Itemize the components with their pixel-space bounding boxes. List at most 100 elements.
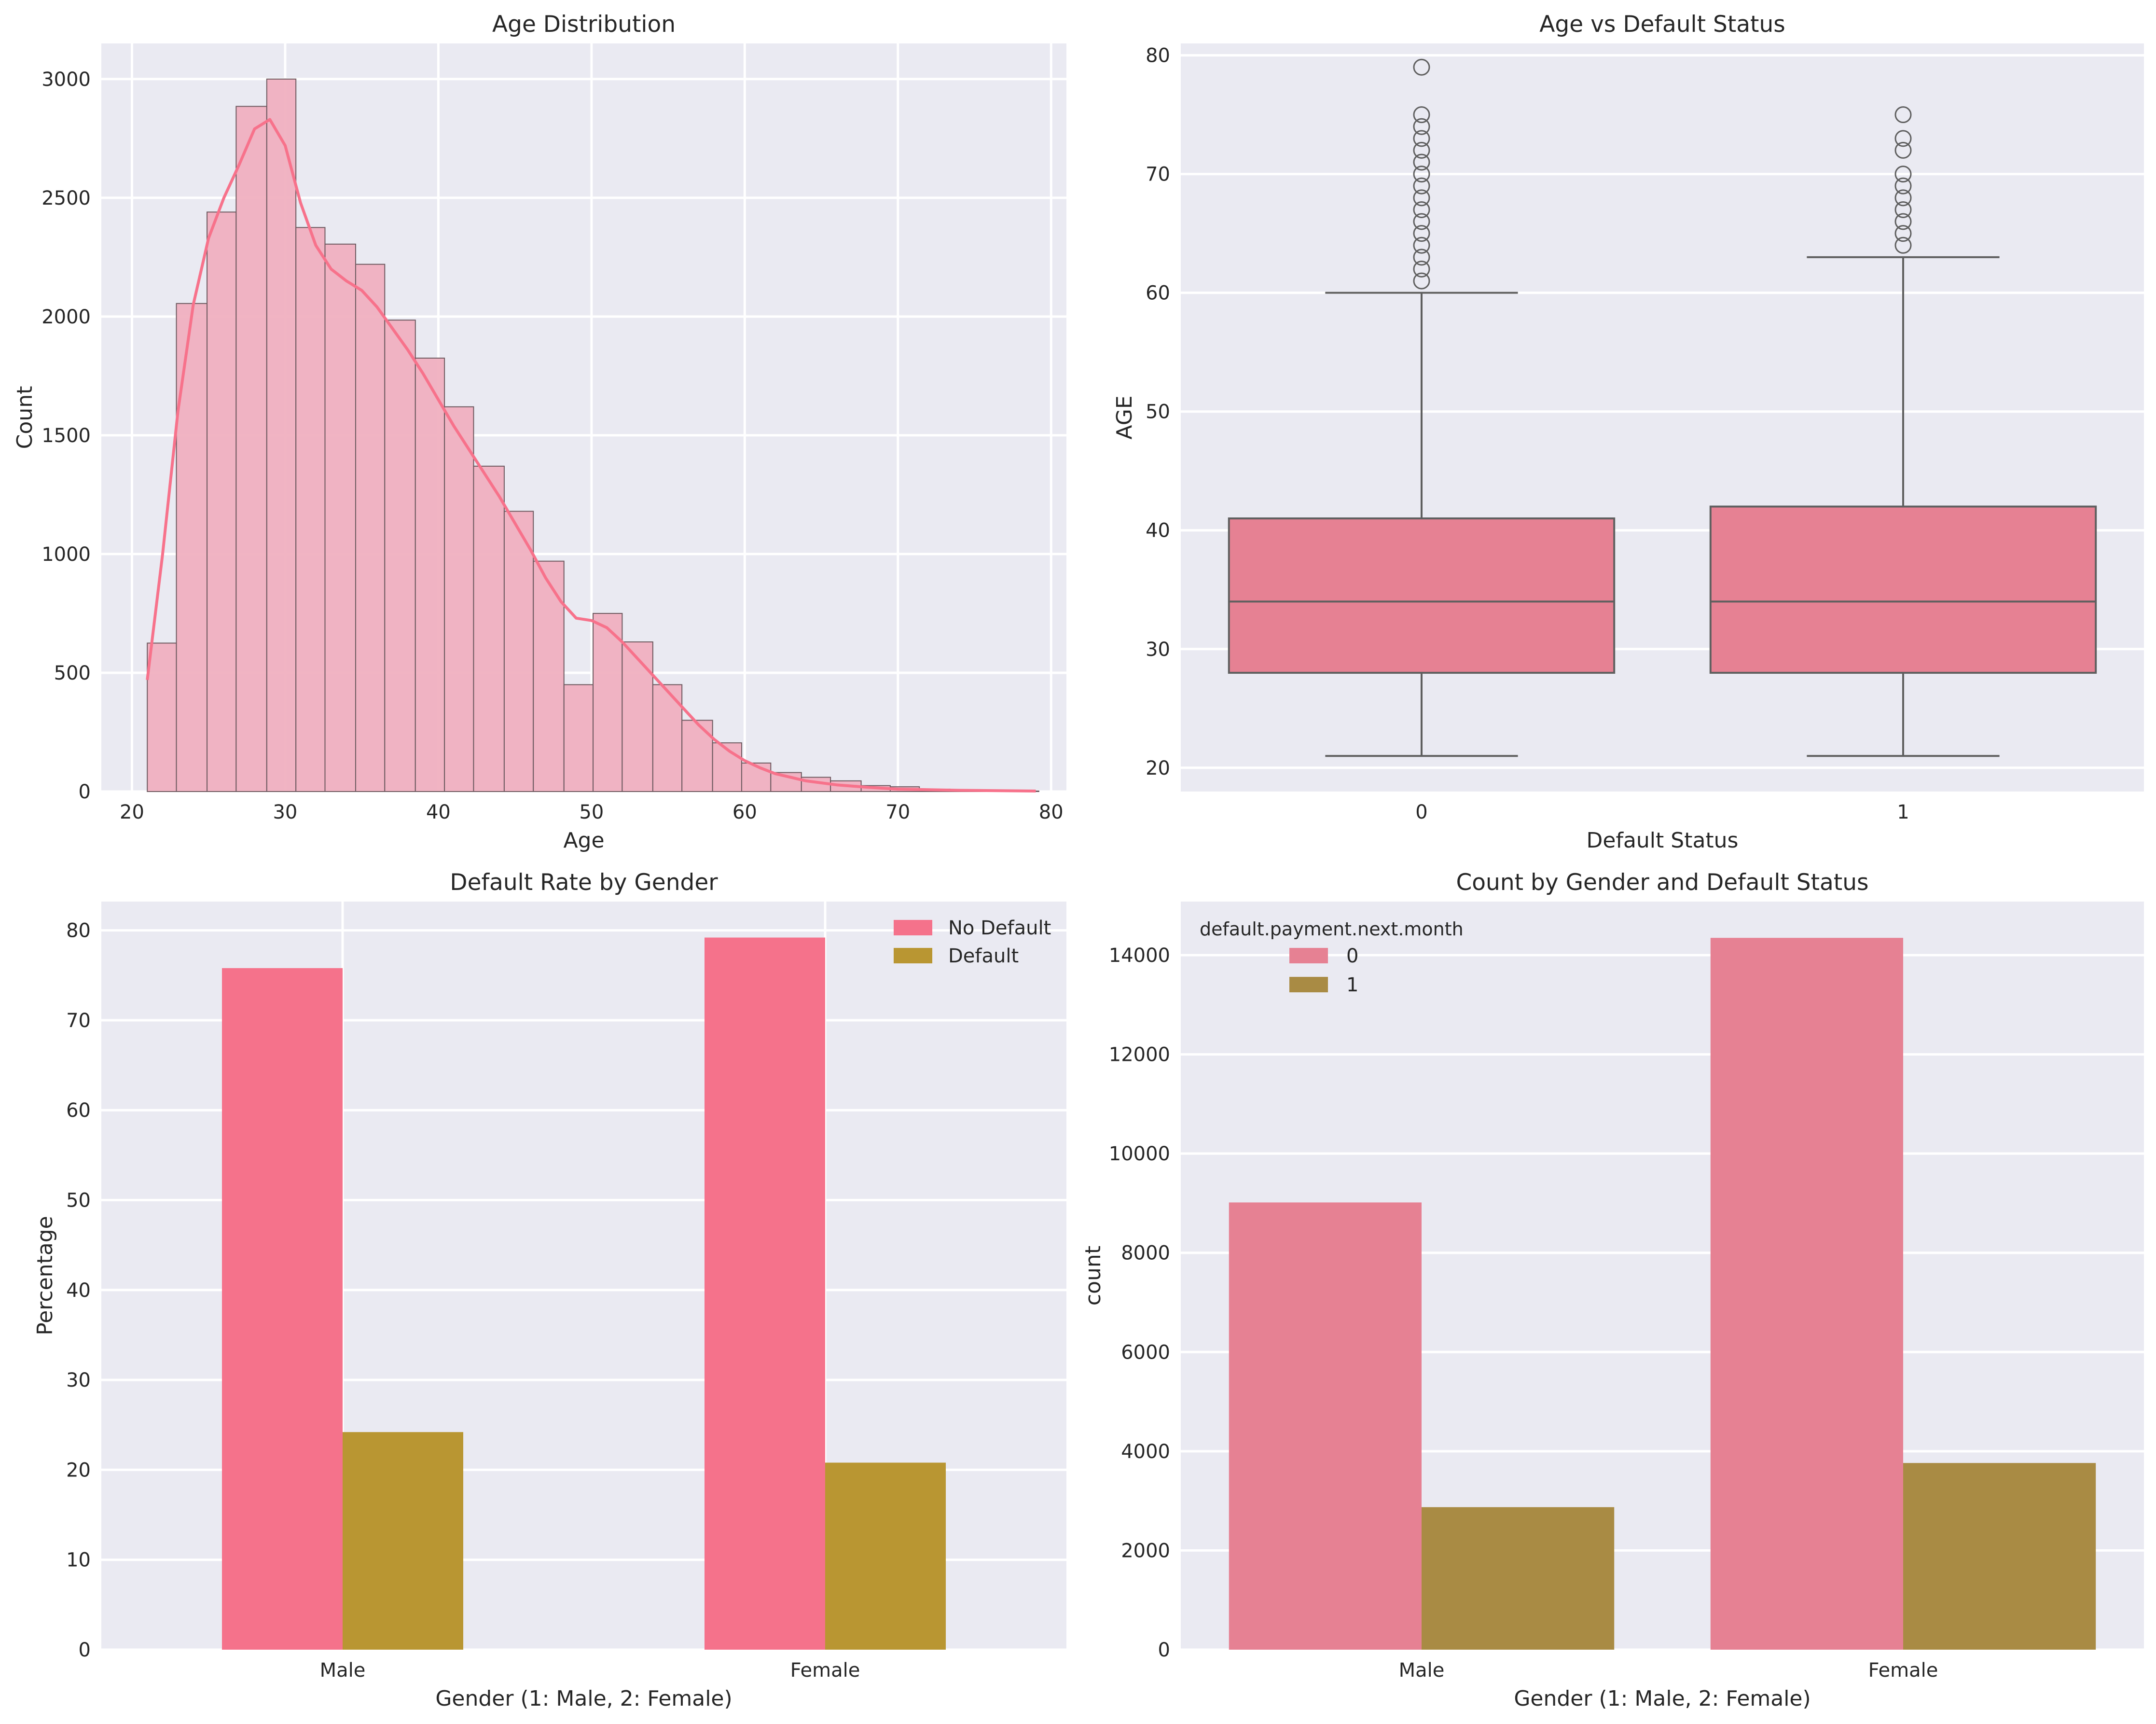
legend-label-0: 0 <box>1346 945 1358 967</box>
bar-female-1 <box>1903 1463 2096 1650</box>
legend: default.payment.next.month 0 1 <box>1200 918 1464 996</box>
y-axis-label: count <box>1081 1246 1106 1306</box>
x-tick-label: 60 <box>732 801 757 823</box>
x-tick-label: Female <box>1868 1659 1938 1682</box>
legend-label-default: Default <box>948 945 1019 967</box>
bar-male-0 <box>222 968 343 1650</box>
plot-area <box>1181 43 2144 792</box>
y-tick-label: 40 <box>1146 520 1170 542</box>
histogram-bar <box>147 642 177 792</box>
y-tick-label: 50 <box>66 1190 91 1212</box>
x-tick-label: 80 <box>1039 801 1064 823</box>
y-tick-label: 20 <box>66 1459 91 1481</box>
x-axis-label: Gender (1: Male, 2: Female) <box>1514 1686 1810 1711</box>
histogram-bar <box>533 560 565 792</box>
bar-male-1 <box>1422 1507 1615 1650</box>
x-tick-label: 50 <box>579 801 604 823</box>
y-tick-label: 30 <box>1146 639 1170 661</box>
outlier-point <box>1413 213 1430 230</box>
legend: No Default Default <box>894 917 1051 967</box>
legend-title: default.payment.next.month <box>1200 918 1464 940</box>
histogram-bar <box>324 243 356 792</box>
y-tick-label: 8000 <box>1121 1242 1170 1265</box>
outlier-point <box>1413 249 1430 266</box>
outlier-point <box>1413 236 1430 254</box>
y-tick-label: 2500 <box>41 187 91 209</box>
box-iqr <box>1709 505 2097 674</box>
y-tick-label: 70 <box>66 1010 91 1032</box>
histogram-bar <box>503 511 534 792</box>
x-tick-label: 70 <box>885 801 910 823</box>
y-tick-label: 0 <box>79 781 91 803</box>
histogram-bar <box>207 211 237 792</box>
x-tick-label: 30 <box>273 801 297 823</box>
age-vs-default-chart: 20 30 40 50 60 70 80 0 1 Age vs Default Status D… <box>1112 11 2144 853</box>
x-axis-label: Age <box>563 828 604 853</box>
outlier-point <box>1894 225 1912 242</box>
x-tick-label: 0 <box>1415 801 1427 823</box>
legend-label-no-default: No Default <box>948 917 1051 939</box>
y-tick-label: 6000 <box>1121 1341 1170 1363</box>
y-tick-label: 20 <box>1146 757 1170 779</box>
outlier-point <box>1413 189 1430 207</box>
default-rate-chart: 0 10 20 30 40 50 60 70 80 Male Female No Default D… <box>33 869 1066 1711</box>
histogram-bar <box>473 465 505 792</box>
outlier-point <box>1413 272 1430 290</box>
y-tick-label: 30 <box>66 1369 91 1391</box>
count-by-gender-chart: 0 2000 4000 6000 8000 10000 12000 14000 Male Fema… <box>1081 869 2144 1711</box>
histogram-bar <box>563 684 594 792</box>
histogram-bar <box>266 78 297 792</box>
histogram-bar <box>295 227 326 792</box>
legend-swatch-0 <box>1289 948 1328 963</box>
y-tick-label: 3000 <box>41 69 91 91</box>
outlier-point <box>1894 189 1912 207</box>
y-tick-label: 40 <box>66 1279 91 1302</box>
bar-female-1 <box>825 1462 946 1650</box>
outlier-point <box>1413 260 1430 278</box>
y-tick-label: 80 <box>1146 45 1170 67</box>
bar-male-0 <box>1229 1202 1422 1650</box>
outlier-point <box>1894 213 1912 230</box>
outlier-point <box>1413 177 1430 195</box>
y-tick-label: 1000 <box>41 543 91 566</box>
outlier-point <box>1413 106 1430 124</box>
legend-label-1: 1 <box>1346 974 1358 996</box>
x-tick-label: Male <box>320 1659 366 1682</box>
outlier-point <box>1413 141 1430 159</box>
chart-title: Count by Gender and Default Status <box>1456 869 1868 896</box>
histogram-bar <box>355 264 386 792</box>
histogram-bar <box>681 720 713 792</box>
histogram-bar <box>384 320 416 792</box>
histogram-bar <box>593 612 623 792</box>
x-tick-label: Female <box>790 1659 860 1682</box>
chart-title: Age vs Default Status <box>1539 11 1785 38</box>
legend-swatch-1 <box>1289 977 1328 992</box>
x-axis-label: Gender (1: Male, 2: Female) <box>435 1686 732 1711</box>
y-tick-label: 0 <box>79 1639 91 1661</box>
y-tick-label: 2000 <box>1121 1540 1170 1562</box>
histogram-bar <box>622 641 653 792</box>
bar-male-1 <box>343 1432 463 1650</box>
outlier-point <box>1413 166 1430 183</box>
y-tick-label: 80 <box>66 920 91 942</box>
y-axis-label: AGE <box>1112 395 1137 439</box>
bar-female-0 <box>1710 938 1903 1650</box>
outlier-point <box>1413 153 1430 171</box>
outlier-point <box>1894 236 1912 254</box>
histogram-bar <box>444 406 474 792</box>
legend-swatch-default <box>894 948 932 963</box>
chart-title: Default Rate by Gender <box>450 869 718 896</box>
y-tick-label: 2000 <box>41 306 91 328</box>
outlier-point <box>1894 166 1912 183</box>
outlier-point <box>1413 225 1430 242</box>
histogram-bar <box>415 357 445 792</box>
histogram-bar <box>176 303 208 792</box>
x-tick-label: 1 <box>1897 801 1909 823</box>
outlier-point <box>1413 201 1430 218</box>
x-tick-label: 20 <box>120 801 144 823</box>
histogram-bar <box>741 762 772 792</box>
chart-title: Age Distribution <box>492 11 676 38</box>
y-axis-label: Count <box>13 386 37 449</box>
outlier-point <box>1894 130 1912 147</box>
